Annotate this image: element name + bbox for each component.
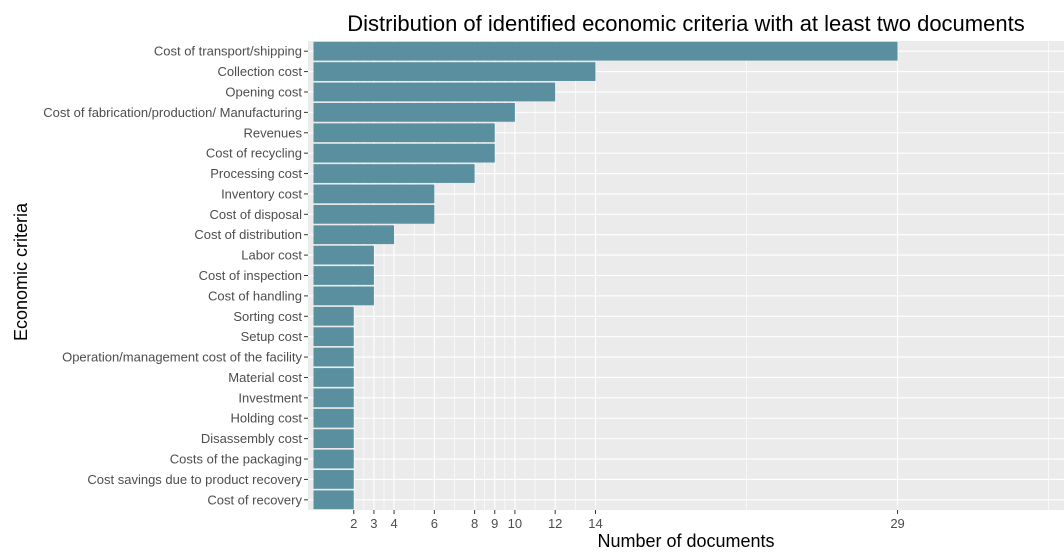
- bar: [313, 429, 354, 449]
- y-tick-label: Opening cost: [225, 84, 302, 99]
- y-tick-label: Cost of fabrication/production/ Manufact…: [43, 105, 302, 120]
- y-tick-label: Investment: [238, 390, 302, 405]
- y-tick-label: Cost of disposal: [210, 207, 303, 222]
- bar: [313, 266, 374, 285]
- y-tick-label: Processing cost: [210, 166, 302, 181]
- bar: [313, 306, 354, 326]
- y-tick-label: Operation/management cost of the facilit…: [62, 350, 302, 365]
- bar: [313, 225, 395, 245]
- x-tick-label: 29: [890, 516, 904, 531]
- bar: [313, 245, 374, 265]
- bar: [313, 408, 354, 428]
- y-tick-label: Costs of the packaging: [170, 452, 302, 467]
- y-tick-label: Setup cost: [241, 329, 303, 344]
- y-tick-label: Disassembly cost: [201, 431, 303, 446]
- y-tick-label: Inventory cost: [221, 186, 302, 201]
- bar: [313, 82, 556, 102]
- y-axis-title: Economic criteria: [11, 202, 31, 341]
- bar: [313, 368, 354, 387]
- x-tick-label: 3: [370, 516, 377, 531]
- bar: [313, 184, 435, 204]
- y-tick-label: Cost savings due to product recovery: [87, 472, 302, 487]
- y-tick-label: Cost of distribution: [194, 227, 302, 242]
- x-axis-title: Number of documents: [597, 531, 774, 551]
- x-tick-label: 14: [588, 516, 602, 531]
- bar: [313, 327, 354, 347]
- y-tick-label: Holding cost: [230, 411, 302, 426]
- y-tick-label: Material cost: [228, 370, 302, 385]
- bar: [313, 143, 495, 163]
- x-tick-label: 12: [548, 516, 562, 531]
- y-tick-label: Cost of inspection: [199, 268, 302, 283]
- y-tick-label: Sorting cost: [233, 309, 302, 324]
- bar: [313, 347, 354, 367]
- chart-title: Distribution of identified economic crit…: [347, 11, 1024, 36]
- bar: [313, 286, 374, 306]
- x-tick-label: 9: [491, 516, 498, 531]
- bar: [313, 470, 354, 489]
- y-tick-label: Cost of transport/shipping: [154, 44, 302, 59]
- y-tick-label: Revenues: [243, 125, 302, 140]
- bar: [313, 388, 354, 408]
- x-tick-label: 8: [471, 516, 478, 531]
- bar: [313, 102, 515, 122]
- bar: [313, 62, 596, 81]
- bar: [313, 123, 495, 143]
- bar: [313, 204, 435, 224]
- bar: [313, 449, 354, 469]
- y-tick-label: Cost of handling: [208, 288, 302, 303]
- bar: [313, 41, 898, 61]
- bar: [313, 490, 354, 510]
- x-tick-label: 2: [350, 516, 357, 531]
- y-tick-label: Cost of recycling: [206, 146, 302, 161]
- y-tick-label: Cost of recovery: [207, 492, 302, 507]
- x-tick-label: 6: [431, 516, 438, 531]
- x-tick-label: 10: [508, 516, 522, 531]
- y-tick-label: Collection cost: [217, 64, 302, 79]
- y-tick-label: Labor cost: [241, 248, 302, 263]
- x-tick-label: 4: [390, 516, 397, 531]
- bar: [313, 164, 475, 183]
